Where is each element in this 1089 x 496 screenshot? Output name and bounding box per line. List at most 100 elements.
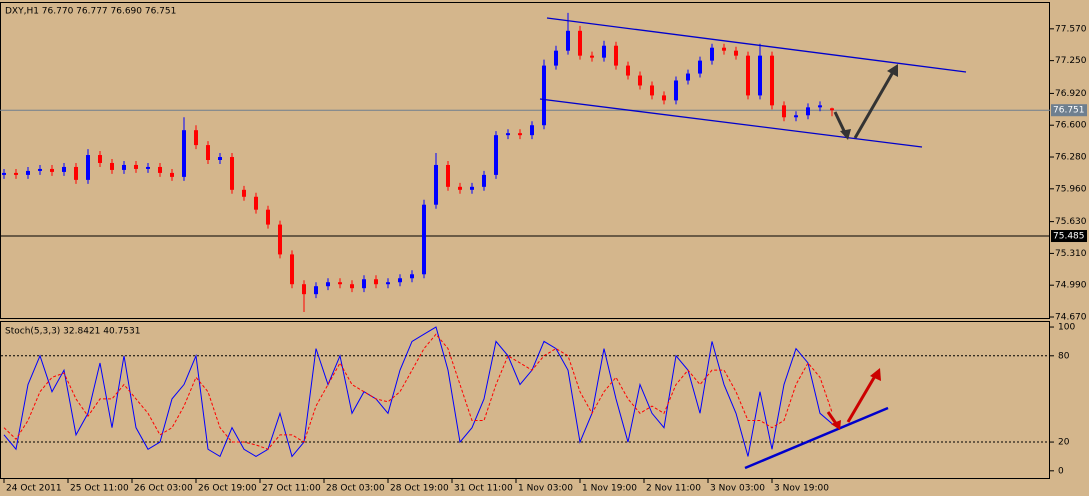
channel-top-line [546,17,967,73]
arrow-head [840,129,851,140]
candle-body [134,164,138,169]
x-tick-label: 1 Nov 03:00 [518,484,573,494]
candle-body [614,45,618,66]
arrow-head [870,368,881,381]
y-tick-label: 74.990 [1055,281,1087,291]
y-tick-label: 75.310 [1055,249,1087,259]
candle-body [446,164,450,187]
y-tick-label: 75.630 [1055,217,1087,227]
stoch-panel-frame [0,321,1050,479]
candle-body [14,172,18,175]
price-label-box [1051,230,1087,243]
x-tick-label: 2 Nov 11:00 [646,484,701,494]
y-tick-label: 76.920 [1055,89,1087,99]
candle-body [506,133,510,136]
candle-body [746,55,750,96]
candle-body [770,55,774,106]
candle-body [482,174,486,187]
y-tick-label: 74.670 [1055,313,1087,323]
candle-body [242,189,246,197]
x-tick-label: 27 Oct 11:00 [262,484,321,494]
y-tick-label: 76.600 [1055,121,1087,131]
candle-body [2,172,6,175]
candle-body [698,60,702,74]
candle-body [590,55,594,58]
candle-body [350,284,354,289]
candle-body [794,115,798,118]
candle-body [26,170,30,175]
candle-body [74,166,78,180]
x-tick-label: 26 Oct 19:00 [198,484,257,494]
candle-body [374,279,378,285]
candle-body [422,204,426,275]
candle-body [686,73,690,81]
x-tick-label: 26 Oct 03:00 [134,484,193,494]
candle-body [638,75,642,86]
candle-body [50,168,54,172]
candle-body [386,282,390,285]
candle-body [410,274,414,279]
candle-body [254,196,258,210]
arrow-up [853,71,895,139]
candle-body [602,45,606,58]
candle-body [302,284,306,295]
y-tick-label: 77.250 [1055,56,1087,66]
plot-layer: 24 Oct 2011 25 Oct 11:00 26 Oct 03:00 26 Oc… [0,12,1087,494]
stoch-arrow-up [846,375,877,423]
candle-body [278,224,282,255]
candle-body [338,282,342,285]
candle-body [662,95,666,101]
candle-body [98,155,102,163]
x-tick-label: 28 Oct 19:00 [390,484,449,494]
candle-body [290,254,294,285]
annotations [539,17,967,470]
candle-body [578,30,582,56]
candle-body [734,50,738,56]
stoch-line [3,333,833,450]
candle-body [458,186,462,190]
candle-body [182,130,186,177]
stoch-trend-line [744,406,889,470]
candle-body [542,65,546,126]
candle-body [230,157,234,190]
candle-body [818,105,822,108]
channel-bottom-line [539,98,923,148]
candle-body [554,50,558,66]
candle-body [170,172,174,177]
candle-body [218,157,222,160]
candle-body [758,55,762,96]
candle-body [566,30,570,51]
price-label-box [1051,104,1087,117]
candle-body [434,164,438,205]
candle-body [122,164,126,170]
candle-body [62,166,66,172]
candle-body [362,279,366,289]
candle-body [38,168,42,171]
arrow-head [887,64,898,77]
candle-body [194,130,198,146]
y-tick-label: 20 [1058,438,1070,448]
candle-body [782,105,786,118]
candle-body [830,108,834,111]
arrow-head [831,420,841,430]
candle-body [518,133,522,136]
y-tick-label: 77.570 [1055,24,1087,34]
indicator-title: Stoch(5,3,3) 32.8421 40.7531 [5,327,140,337]
x-tick-label: 28 Oct 03:00 [326,484,385,494]
y-tick-label: 76.280 [1055,153,1087,163]
candle-body [650,85,654,96]
candle-body [158,166,162,173]
x-tick-label: 31 Oct 11:00 [454,484,513,494]
x-tick-label: 25 Oct 11:00 [70,484,129,494]
price-label: 76.751 [1053,106,1085,116]
candle-body [110,162,114,170]
candle-body [722,47,726,51]
candle-body [314,286,318,295]
candle-body [86,155,90,180]
candle-body [470,186,474,190]
y-tick-label: 75.960 [1055,184,1087,194]
chart-title: DXY,H1 76.770 76.777 76.690 76.751 [5,7,176,17]
x-tick-label: 3 Nov 03:00 [710,484,765,494]
candle-body [710,47,714,61]
